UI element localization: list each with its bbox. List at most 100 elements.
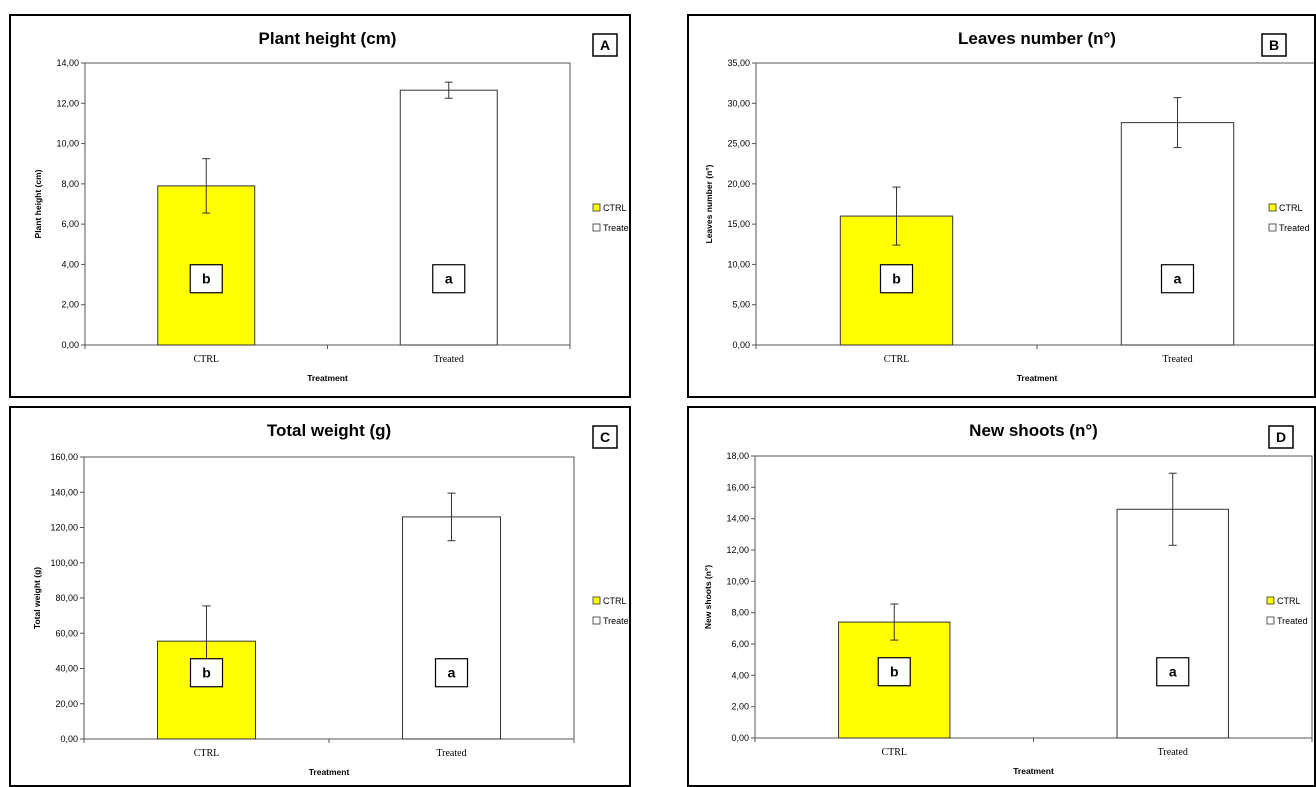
- y-tick-label: 14,00: [726, 514, 749, 524]
- x-tick-label: CTRL: [193, 354, 219, 365]
- significance-box: [1160, 264, 1195, 294]
- significance-box: [189, 658, 224, 688]
- y-tick-label: 20,00: [55, 699, 78, 709]
- y-tick-label: 25,00: [727, 139, 750, 149]
- y-tick-label: 2,00: [61, 300, 79, 310]
- panel-label-box: [1261, 33, 1287, 57]
- bar-treated: [1116, 508, 1229, 739]
- chart-title: Plant height (cm): [259, 29, 397, 48]
- significance-letter: b: [890, 664, 899, 680]
- y-tick-label: 4,00: [731, 670, 749, 680]
- significance-letter: a: [448, 665, 456, 681]
- y-tick-label: 0,00: [731, 733, 749, 743]
- y-tick-label: 60,00: [55, 628, 78, 638]
- legend-swatch-treated: [592, 616, 601, 625]
- significance-letter: a: [445, 271, 453, 287]
- legend-swatch-treated: [592, 223, 601, 232]
- y-tick-label: 40,00: [55, 664, 78, 674]
- y-tick-label: 6,00: [61, 219, 79, 229]
- y-tick-label: 10,00: [56, 139, 79, 149]
- y-tick-label: 0,00: [60, 734, 78, 744]
- significance-box: [877, 657, 911, 687]
- panel-label: C: [600, 429, 610, 445]
- significance-letter: b: [892, 271, 901, 287]
- legend-swatch-treated: [1266, 616, 1275, 625]
- chart-title: New shoots (n°): [969, 421, 1098, 440]
- y-tick-label: 8,00: [731, 608, 749, 618]
- y-tick-label: 15,00: [727, 219, 750, 229]
- panel-label-box: [1268, 425, 1294, 449]
- y-tick-label: 0,00: [61, 340, 79, 350]
- y-tick-label: 160,00: [50, 452, 78, 462]
- chart-title: Total weight (g): [267, 421, 391, 440]
- legend-swatch-ctrl: [592, 203, 601, 212]
- y-tick-label: 30,00: [727, 98, 750, 108]
- significance-box: [432, 264, 466, 294]
- chart-panel-a: Plant height (cm) A 0,00 2,00 4,00 6,00 8,00 10…: [9, 14, 631, 398]
- y-tick-label: 5,00: [732, 300, 750, 310]
- chart-panel-b: Leaves number (n°) B 0,00 5,00 10,00 15,00 20,…: [687, 14, 1316, 398]
- y-axis-label: Leaves number (n°): [704, 164, 714, 243]
- significance-box: [434, 658, 469, 688]
- x-axis-label: Treatment: [307, 373, 348, 383]
- chart-d-svg: New shoots (n°) D 0,00 2,00 4,00 6,00 8,00 10,0…: [703, 421, 1313, 776]
- x-axis-label: Treatment: [1017, 373, 1058, 383]
- significance-letter: a: [1174, 271, 1182, 287]
- y-tick-label: 10,00: [727, 259, 750, 269]
- x-tick-label: Treated: [434, 354, 464, 365]
- legend-label: CTRL: [603, 203, 627, 213]
- panel-label-box: [592, 425, 618, 449]
- panel-label: D: [1276, 429, 1286, 445]
- y-tick-label: 100,00: [50, 558, 78, 568]
- x-axis-label: Treatment: [309, 767, 350, 777]
- x-tick-label: CTRL: [881, 747, 907, 758]
- legend-swatch-ctrl: [592, 596, 601, 605]
- y-tick-label: 12,00: [56, 98, 79, 108]
- y-axis-label: Total weight (g): [32, 567, 42, 629]
- legend-label: Treated: [603, 616, 629, 626]
- significance-letter: b: [202, 665, 211, 681]
- legend-label: CTRL: [603, 596, 627, 606]
- legend-label: Treated: [1279, 223, 1310, 233]
- legend-swatch-treated: [1268, 223, 1277, 232]
- x-tick-label: CTRL: [194, 748, 220, 759]
- chart-a-svg: Plant height (cm) A 0,00 2,00 4,00 6,00 8,00 10…: [33, 29, 629, 383]
- y-tick-label: 12,00: [726, 545, 749, 555]
- y-tick-label: 80,00: [55, 593, 78, 603]
- panel-label-box: [592, 33, 618, 57]
- significance-letter: b: [202, 271, 211, 287]
- x-tick-label: Treated: [436, 748, 466, 759]
- legend-label: Treated: [1277, 616, 1308, 626]
- y-tick-label: 4,00: [61, 259, 79, 269]
- chart-title: Leaves number (n°): [958, 29, 1116, 48]
- y-tick-label: 20,00: [727, 179, 750, 189]
- y-tick-label: 18,00: [726, 451, 749, 461]
- panel-label: A: [600, 37, 610, 53]
- x-tick-label: CTRL: [884, 354, 910, 365]
- panel-label: B: [1269, 37, 1279, 53]
- x-axis-label: Treatment: [1013, 766, 1054, 776]
- y-tick-label: 8,00: [61, 179, 79, 189]
- y-tick-label: 0,00: [732, 340, 750, 350]
- y-axis-label: New shoots (n°): [703, 565, 713, 629]
- y-tick-label: 2,00: [731, 702, 749, 712]
- y-tick-label: 140,00: [50, 487, 78, 497]
- y-tick-label: 35,00: [727, 58, 750, 68]
- chart-panel-d: New shoots (n°) D 0,00 2,00 4,00 6,00 8,00 10,0…: [687, 406, 1316, 787]
- chart-b-svg: Leaves number (n°) B 0,00 5,00 10,00 15,00 20,…: [704, 29, 1314, 383]
- bar-treated: [399, 89, 498, 346]
- y-axis-label: Plant height (cm): [33, 169, 43, 238]
- chart-c-svg: Total weight (g) C 0,00 20,00 40,00 60,00 80,0…: [32, 421, 629, 777]
- legend-label: Treated: [603, 223, 629, 233]
- significance-box: [189, 264, 223, 294]
- y-tick-label: 10,00: [726, 576, 749, 586]
- bar-treated: [402, 516, 501, 740]
- legend-label: CTRL: [1279, 203, 1303, 213]
- y-tick-label: 6,00: [731, 639, 749, 649]
- significance-letter: a: [1169, 664, 1177, 680]
- x-tick-label: Treated: [1158, 747, 1188, 758]
- y-tick-label: 120,00: [50, 523, 78, 533]
- legend-swatch-ctrl: [1268, 203, 1277, 212]
- significance-box: [879, 264, 914, 294]
- y-tick-label: 16,00: [726, 482, 749, 492]
